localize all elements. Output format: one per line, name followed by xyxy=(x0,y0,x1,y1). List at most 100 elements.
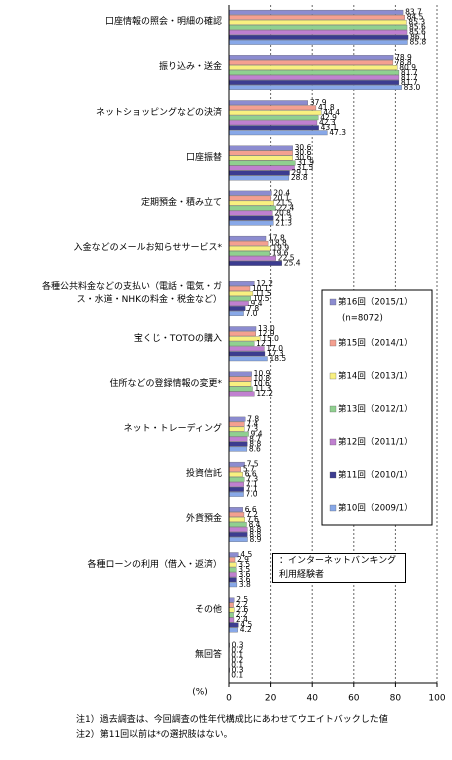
value-label: 18.5 xyxy=(269,354,286,363)
value-label: 80.9 xyxy=(399,63,416,72)
value-label: 0.2 xyxy=(231,655,243,664)
value-label: 19.6 xyxy=(272,249,289,258)
value-label: 8.8 xyxy=(249,525,261,534)
value-label: 4.5 xyxy=(240,550,252,559)
bar xyxy=(228,190,272,196)
value-label: 81.7 xyxy=(401,78,418,87)
legend-label: 第13回（2012/1） xyxy=(338,404,413,415)
value-label: 8.8 xyxy=(249,530,261,539)
bar xyxy=(228,255,276,261)
category-label: 宝くじ・TOTOの購入 xyxy=(133,333,222,344)
category-label: 無回答 xyxy=(194,649,222,660)
value-label: 3.5 xyxy=(238,560,250,569)
bar xyxy=(228,441,248,447)
bar xyxy=(228,85,402,90)
bar xyxy=(228,486,244,492)
bar xyxy=(228,567,237,573)
value-label: 7.8 xyxy=(247,304,259,313)
bar xyxy=(228,75,400,80)
value-label: 42.3 xyxy=(319,118,336,127)
bar xyxy=(228,306,246,311)
annotation: ：インターネットバンキング 利用経験者 xyxy=(272,553,406,583)
bar xyxy=(228,341,255,347)
value-label: 22.4 xyxy=(278,203,295,212)
value-label: 7.4 xyxy=(246,419,258,428)
bar xyxy=(228,250,270,256)
value-label: 0.3 xyxy=(232,665,244,674)
bar xyxy=(228,60,394,65)
legend-label: 第16回（2015/1） xyxy=(338,297,413,308)
value-label: 44.4 xyxy=(323,108,340,117)
x-tick-label: 0 xyxy=(226,694,232,704)
value-label: 5.7 xyxy=(243,465,255,474)
value-label: 12.1 xyxy=(256,339,273,348)
value-label: 7.6 xyxy=(247,515,259,524)
bar xyxy=(228,612,234,618)
x-tick-label: 20 xyxy=(265,694,277,704)
bar xyxy=(228,195,271,201)
value-label: 85.8 xyxy=(409,38,426,47)
legend-label: 第15回（2014/1） xyxy=(338,338,413,349)
bar xyxy=(228,622,239,628)
value-label: 78.9 xyxy=(395,53,412,62)
value-label: 10.5 xyxy=(253,294,270,303)
value-label: 43.1 xyxy=(321,123,338,132)
category-label: 各種ローンの利用（借入・返済） xyxy=(87,559,222,570)
category-label: 定期預金・積み立て xyxy=(140,197,222,208)
value-label: 8.6 xyxy=(249,444,261,453)
x-axis-label: (%) xyxy=(192,688,208,698)
value-label: 15.0 xyxy=(262,334,279,343)
x-tick-label: 80 xyxy=(390,694,402,704)
value-label: 11.3 xyxy=(255,384,272,393)
value-label: 0.1 xyxy=(231,660,243,669)
bar xyxy=(228,532,248,537)
bar xyxy=(228,110,322,116)
legend-swatch xyxy=(329,438,337,446)
bar xyxy=(228,65,398,70)
legend-swatch xyxy=(329,405,337,413)
bar xyxy=(228,291,254,296)
value-label: 30.6 xyxy=(295,143,312,152)
bar xyxy=(228,160,296,166)
bar xyxy=(228,356,268,362)
bar xyxy=(228,80,400,85)
legend-label: 第10回（2009/1） xyxy=(338,503,413,514)
value-label: 7.2 xyxy=(246,510,258,519)
value-label: 7.1 xyxy=(246,485,258,494)
value-label: 3.5 xyxy=(238,565,250,574)
x-tick-label: 40 xyxy=(306,694,318,704)
bar xyxy=(228,311,244,316)
bar xyxy=(228,446,248,452)
value-label: 20.1 xyxy=(273,193,290,202)
value-label: 2.4 xyxy=(236,615,248,624)
value-label: 2.9 xyxy=(237,555,249,564)
value-label: 7.5 xyxy=(247,460,259,469)
value-label: 4.5 xyxy=(240,620,252,629)
value-label: 29.1 xyxy=(292,168,309,177)
bar xyxy=(228,301,249,306)
legend-swatch xyxy=(329,339,337,347)
bar xyxy=(228,14,405,20)
category-label: 投資信託 xyxy=(185,469,222,480)
bar xyxy=(228,491,244,497)
bar xyxy=(228,522,247,527)
value-label: 13.0 xyxy=(258,324,275,333)
category-label: 各種公共料金などの支払い（電話・電気・ガ ス・水道・NHKの料金・税金など） xyxy=(41,281,222,305)
legend-note: (n=8072) xyxy=(342,314,383,324)
note: 注2）第11回以前は*の選択肢はない。 xyxy=(76,730,233,740)
bar xyxy=(228,376,252,382)
bar xyxy=(228,34,409,40)
bar xyxy=(228,29,408,35)
value-label: 3.8 xyxy=(239,580,251,589)
value-label: 0.3 xyxy=(232,640,244,649)
x-tick-label: 100 xyxy=(428,694,445,704)
value-label: 22.5 xyxy=(278,254,295,263)
value-label: 21.5 xyxy=(276,198,293,207)
value-label: 2.2 xyxy=(236,600,248,609)
category-label: ネット・トレーディング xyxy=(123,423,222,434)
value-label: 9.4 xyxy=(251,299,263,308)
bar xyxy=(228,577,237,583)
bar xyxy=(228,155,293,161)
